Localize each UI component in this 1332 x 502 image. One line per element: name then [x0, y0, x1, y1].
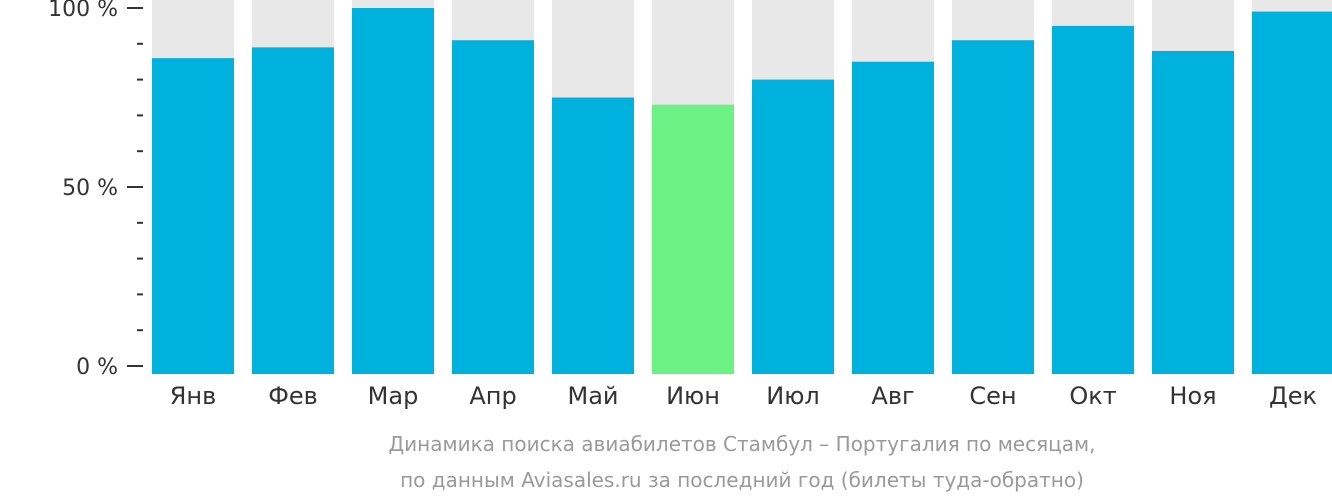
- chart-caption-line-1: Динамика поиска авиабилетов Стамбул – По…: [388, 432, 1096, 456]
- x-axis-labels: Янв Фев Мар Апр Май Июн Июл Авг Сен Окт Ноя Дек: [170, 382, 1317, 410]
- bar-10: [1052, 25, 1134, 375]
- bar-12: [1252, 11, 1332, 375]
- x-tick-label-1: Янв: [170, 382, 217, 410]
- x-tick-label-9: Сен: [969, 382, 1016, 410]
- y-tick-label-1: 0 %: [76, 355, 118, 380]
- bar-9: [952, 40, 1034, 374]
- x-tick-label-4: Апр: [469, 382, 516, 410]
- x-tick-label-11: Ноя: [1169, 382, 1216, 410]
- data-bars: [152, 8, 1332, 375]
- bar-4: [452, 40, 534, 374]
- chart-caption-line-2: по данным Aviasales.ru за последний год …: [400, 468, 1084, 492]
- y-axis: 0 % 50 % 100 %: [48, 0, 143, 380]
- x-tick-label-3: Мар: [368, 382, 419, 410]
- bar-6: [652, 104, 734, 374]
- x-tick-label-12: Дек: [1269, 382, 1317, 410]
- x-tick-label-10: Окт: [1069, 382, 1116, 410]
- bar-8: [852, 61, 934, 374]
- bar-11: [1152, 50, 1234, 375]
- x-tick-label-7: Июл: [766, 382, 820, 410]
- x-tick-label-5: Май: [567, 382, 618, 410]
- x-tick-label-6: Июн: [666, 382, 720, 410]
- y-tick-label-2: 50 %: [62, 176, 118, 201]
- bar-2: [252, 47, 334, 374]
- x-tick-label-8: Авг: [871, 382, 914, 410]
- x-tick-label-2: Фев: [268, 382, 318, 410]
- bar-3: [352, 8, 434, 374]
- y-tick-label-3: 100 %: [48, 0, 118, 22]
- bar-7: [752, 79, 834, 374]
- bar-1: [152, 58, 234, 375]
- bar-5: [552, 97, 634, 374]
